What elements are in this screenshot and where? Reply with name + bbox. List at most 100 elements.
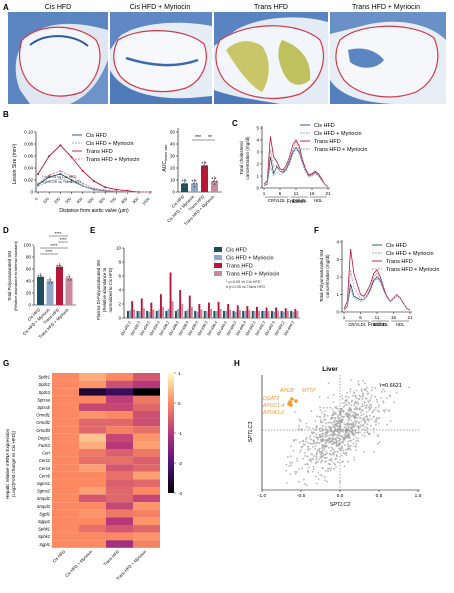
- h-point: [364, 382, 367, 385]
- e-bar-13-3: [258, 311, 260, 318]
- h-point: [362, 413, 365, 416]
- g-cell-6-1: [79, 418, 106, 427]
- e-xlabel-14: SM d42:3: [255, 321, 267, 337]
- d-dot-3-2: [68, 276, 71, 278]
- g-cell-1-3: [133, 380, 160, 389]
- h-point: [325, 460, 328, 463]
- e-bar-17-3: [296, 311, 299, 318]
- f-ytick-label-4: 4: [336, 240, 339, 245]
- b-bar-sig-2: **: [208, 135, 212, 141]
- h-point: [329, 406, 332, 409]
- h-point: [324, 457, 326, 460]
- h-point: [360, 409, 363, 411]
- e-ytick-label-2: 4: [118, 288, 121, 293]
- h-point: [285, 463, 288, 466]
- h-point: [345, 435, 347, 437]
- h-point: [354, 394, 357, 397]
- h-point: [362, 394, 365, 397]
- h-point: [341, 421, 344, 424]
- h-point: [341, 445, 343, 447]
- d-dot-1-0: [47, 279, 49, 281]
- h-point: [389, 420, 392, 422]
- panel-g-heatmap: Hepatic relative mRNA Expression (Log2(F…: [5, 371, 182, 581]
- g-cell-7-0: [52, 426, 79, 434]
- h-point: [315, 436, 318, 439]
- h-point: [396, 383, 399, 385]
- h-point: [286, 482, 288, 484]
- e-bar-15-3: [277, 311, 280, 318]
- h-point: [348, 414, 351, 417]
- g-gene-label-1: Sptlc2: [38, 382, 50, 387]
- h-point: [364, 416, 367, 418]
- g-cell-21-3: [133, 532, 160, 541]
- e-bar-11-1: [234, 311, 237, 318]
- h-point: [337, 433, 340, 436]
- h-point-apob: [290, 397, 294, 401]
- b-bar-dot-0-1: [182, 182, 185, 185]
- e-xlabel-9: SM d38:4: [207, 321, 219, 337]
- c-region-label-1: IDL/LDL: [292, 198, 308, 203]
- h-point: [309, 435, 312, 437]
- g-cell-13-2: [106, 471, 133, 480]
- e-bar-8-0: [203, 311, 206, 318]
- e-bar-14-2: [265, 307, 268, 318]
- h-point: [361, 398, 363, 400]
- b-line-point-2-5: [93, 180, 95, 183]
- c-xtick-label-3: 16: [309, 191, 315, 196]
- g-cell-2-1: [79, 388, 106, 396]
- h-point: [332, 417, 334, 420]
- e-bar-14-0: [261, 311, 264, 318]
- h-point: [335, 445, 338, 448]
- h-point: [328, 439, 331, 442]
- e-xlabel-4: SM d36:2: [159, 321, 171, 337]
- f-region-label-1: IDL/LDL: [373, 322, 389, 327]
- f-ylabel-1: Total Polyunsaturated SM: [319, 250, 324, 303]
- b-bar-ytick-label-5: 50: [170, 130, 176, 135]
- e-bar-2-2: [150, 302, 153, 318]
- h-point: [341, 461, 343, 464]
- h-point: [318, 396, 321, 398]
- g-cell-8-0: [52, 433, 79, 442]
- g-cell-9-3: [133, 441, 160, 449]
- h-highlight-genes: APOB MTTP DGAT2 APOC1-4 APOA1-2: [262, 388, 316, 416]
- h-point: [367, 417, 369, 420]
- e-bar-4-2: [169, 272, 172, 318]
- h-point: [299, 451, 301, 453]
- h-point: [350, 439, 352, 442]
- e-bar-13-2: [256, 306, 258, 318]
- c-ytick-label-4: 4: [256, 138, 259, 143]
- h-point: [355, 436, 357, 438]
- g-scale-tick-label-4: -3: [178, 491, 182, 496]
- e-bar-2-0: [146, 311, 149, 318]
- h-point: [367, 392, 370, 395]
- h-point: [342, 451, 345, 454]
- h-point: [332, 437, 334, 439]
- h-point: [333, 430, 336, 432]
- h-point: [327, 425, 330, 428]
- h-point: [357, 397, 360, 400]
- h-point: [290, 464, 292, 467]
- panel-label-e: E: [90, 226, 96, 235]
- h-point: [336, 455, 338, 458]
- c-region-label-2: HDL: [314, 198, 323, 203]
- h-point: [338, 439, 341, 442]
- h-point: [307, 448, 309, 451]
- panel-a-title-4: Trans HFD + Myriocin: [352, 4, 420, 11]
- h-point: [360, 388, 363, 391]
- h-point: [388, 410, 391, 412]
- g-cell-17-0: [52, 502, 79, 510]
- h-point: [317, 438, 320, 441]
- h-point: [360, 390, 363, 392]
- h-xtick-label-3: 0.5: [376, 493, 383, 499]
- g-gene-label-10: Cert: [42, 451, 51, 456]
- g-cell-11-0: [52, 456, 79, 465]
- h-point: [337, 422, 340, 424]
- h-point: [361, 402, 364, 405]
- h-point: [315, 443, 318, 445]
- b-line-xtick-label-3: 300: [64, 196, 73, 205]
- h-point: [335, 440, 338, 443]
- h-point: [330, 418, 332, 421]
- h-point: [375, 418, 377, 421]
- h-point: [294, 411, 296, 413]
- e-bar-16-3: [286, 311, 289, 318]
